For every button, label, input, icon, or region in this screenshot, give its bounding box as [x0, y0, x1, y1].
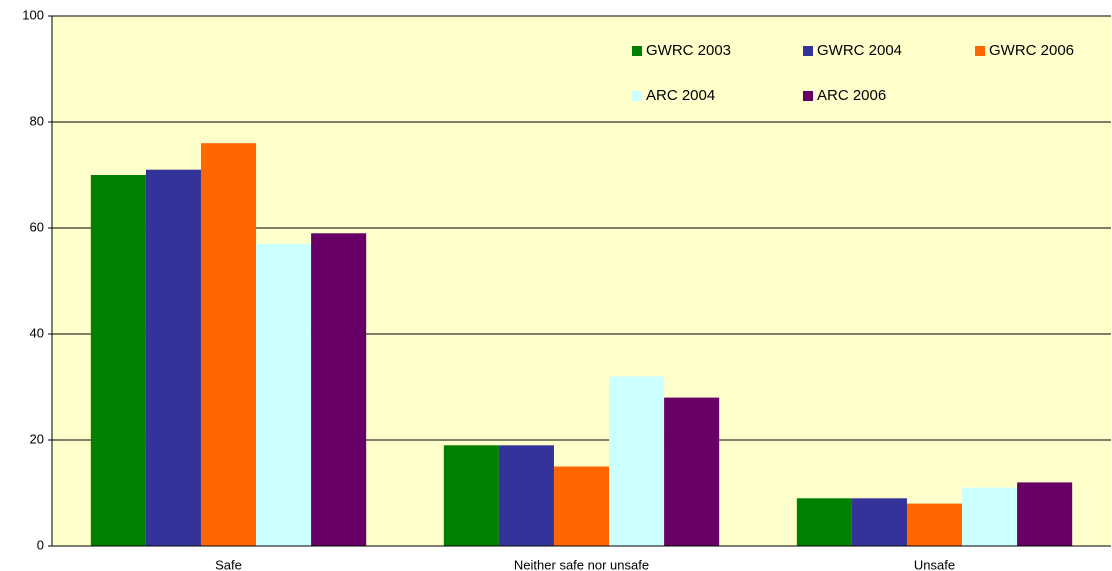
bar: [906, 503, 963, 546]
legend-swatch: [975, 46, 985, 56]
legend-label: ARC 2006: [817, 87, 886, 104]
bar: [851, 498, 907, 546]
legend-label: GWRC 2003: [646, 42, 731, 59]
bar: [200, 143, 257, 546]
legend-label: ARC 2004: [646, 87, 715, 104]
bar: [962, 487, 1018, 546]
legend-swatch: [632, 91, 642, 101]
bar: [145, 169, 201, 546]
y-tick-label: 60: [30, 219, 44, 234]
legend: GWRC 2003 GWRC 2004 GWRC 2006 ARC 2004 ARC 2…: [632, 42, 1074, 104]
x-tick-label: Neither safe nor unsafe: [514, 557, 649, 571]
bar: [1017, 482, 1073, 546]
bar: [256, 243, 312, 546]
bar: [90, 175, 146, 546]
bar: [796, 498, 852, 546]
x-tick-label: Safe: [215, 557, 242, 571]
bar: [443, 445, 499, 546]
y-tick-label: 0: [37, 537, 44, 552]
legend-swatch: [803, 46, 813, 56]
y-tick-label: 40: [30, 325, 44, 340]
bar: [609, 376, 665, 546]
legend-swatch: [803, 91, 813, 101]
bar: [553, 466, 610, 546]
legend-swatch: [632, 46, 642, 56]
legend-label: GWRC 2006: [989, 42, 1074, 59]
y-tick-label: 100: [22, 7, 44, 22]
bar: [311, 233, 367, 547]
x-tick-label: Unsafe: [914, 557, 955, 571]
y-tick-label: 20: [30, 431, 44, 446]
bar: [498, 445, 554, 546]
bar: [664, 397, 720, 546]
legend-label: GWRC 2004: [817, 42, 902, 59]
y-tick-label: 80: [30, 113, 44, 128]
